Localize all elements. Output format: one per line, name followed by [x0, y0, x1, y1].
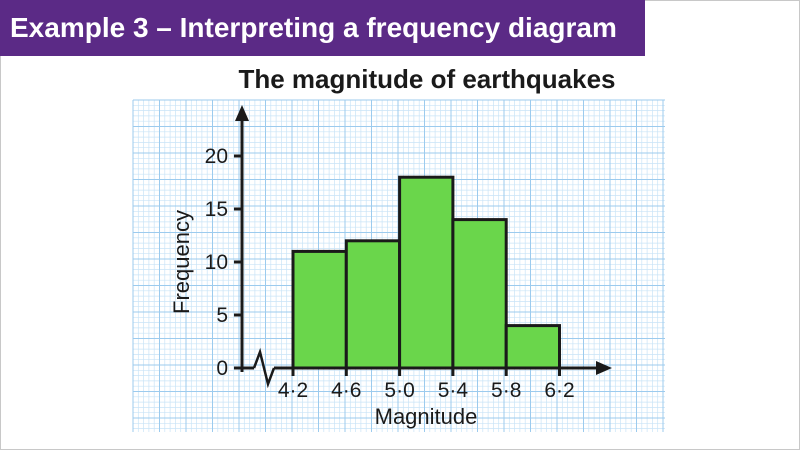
y-axis-arrow	[235, 105, 249, 121]
y-axis-title: Frequency	[169, 210, 194, 314]
x-axis-break	[252, 347, 276, 389]
histogram-bar	[504, 324, 562, 370]
x-tick-label: 4·6	[331, 379, 361, 402]
histogram-bars	[291, 175, 562, 370]
y-tick-label: 5	[216, 304, 228, 327]
x-axis-arrow	[596, 361, 612, 375]
y-tick-label: 0	[216, 357, 228, 380]
ticks: 0 5 10 15 20 4·2 4·6 5·0 5·4 5·8 6·2	[205, 145, 575, 402]
x-tick-label: 6·2	[544, 379, 574, 402]
chart-title: The magnitude of earthquakes	[238, 64, 616, 94]
y-tick-label: 10	[205, 251, 228, 274]
histogram-bar	[291, 249, 348, 370]
grid-minor	[133, 100, 665, 432]
x-tick-label: 4·2	[278, 379, 308, 402]
axes	[235, 105, 612, 389]
histogram-bar	[398, 175, 455, 370]
x-tick-label: 5·4	[438, 379, 469, 402]
x-axis-title: Magnitude	[374, 404, 478, 429]
x-tick-label: 5·8	[491, 379, 521, 402]
y-tick-label: 15	[205, 198, 228, 221]
x-tick-label: 5·0	[384, 379, 414, 402]
y-tick-label: 20	[205, 145, 228, 168]
histogram-bar	[344, 239, 402, 370]
example-header: Example 3 – Interpreting a frequency dia…	[0, 0, 645, 56]
histogram-bar	[451, 218, 508, 370]
